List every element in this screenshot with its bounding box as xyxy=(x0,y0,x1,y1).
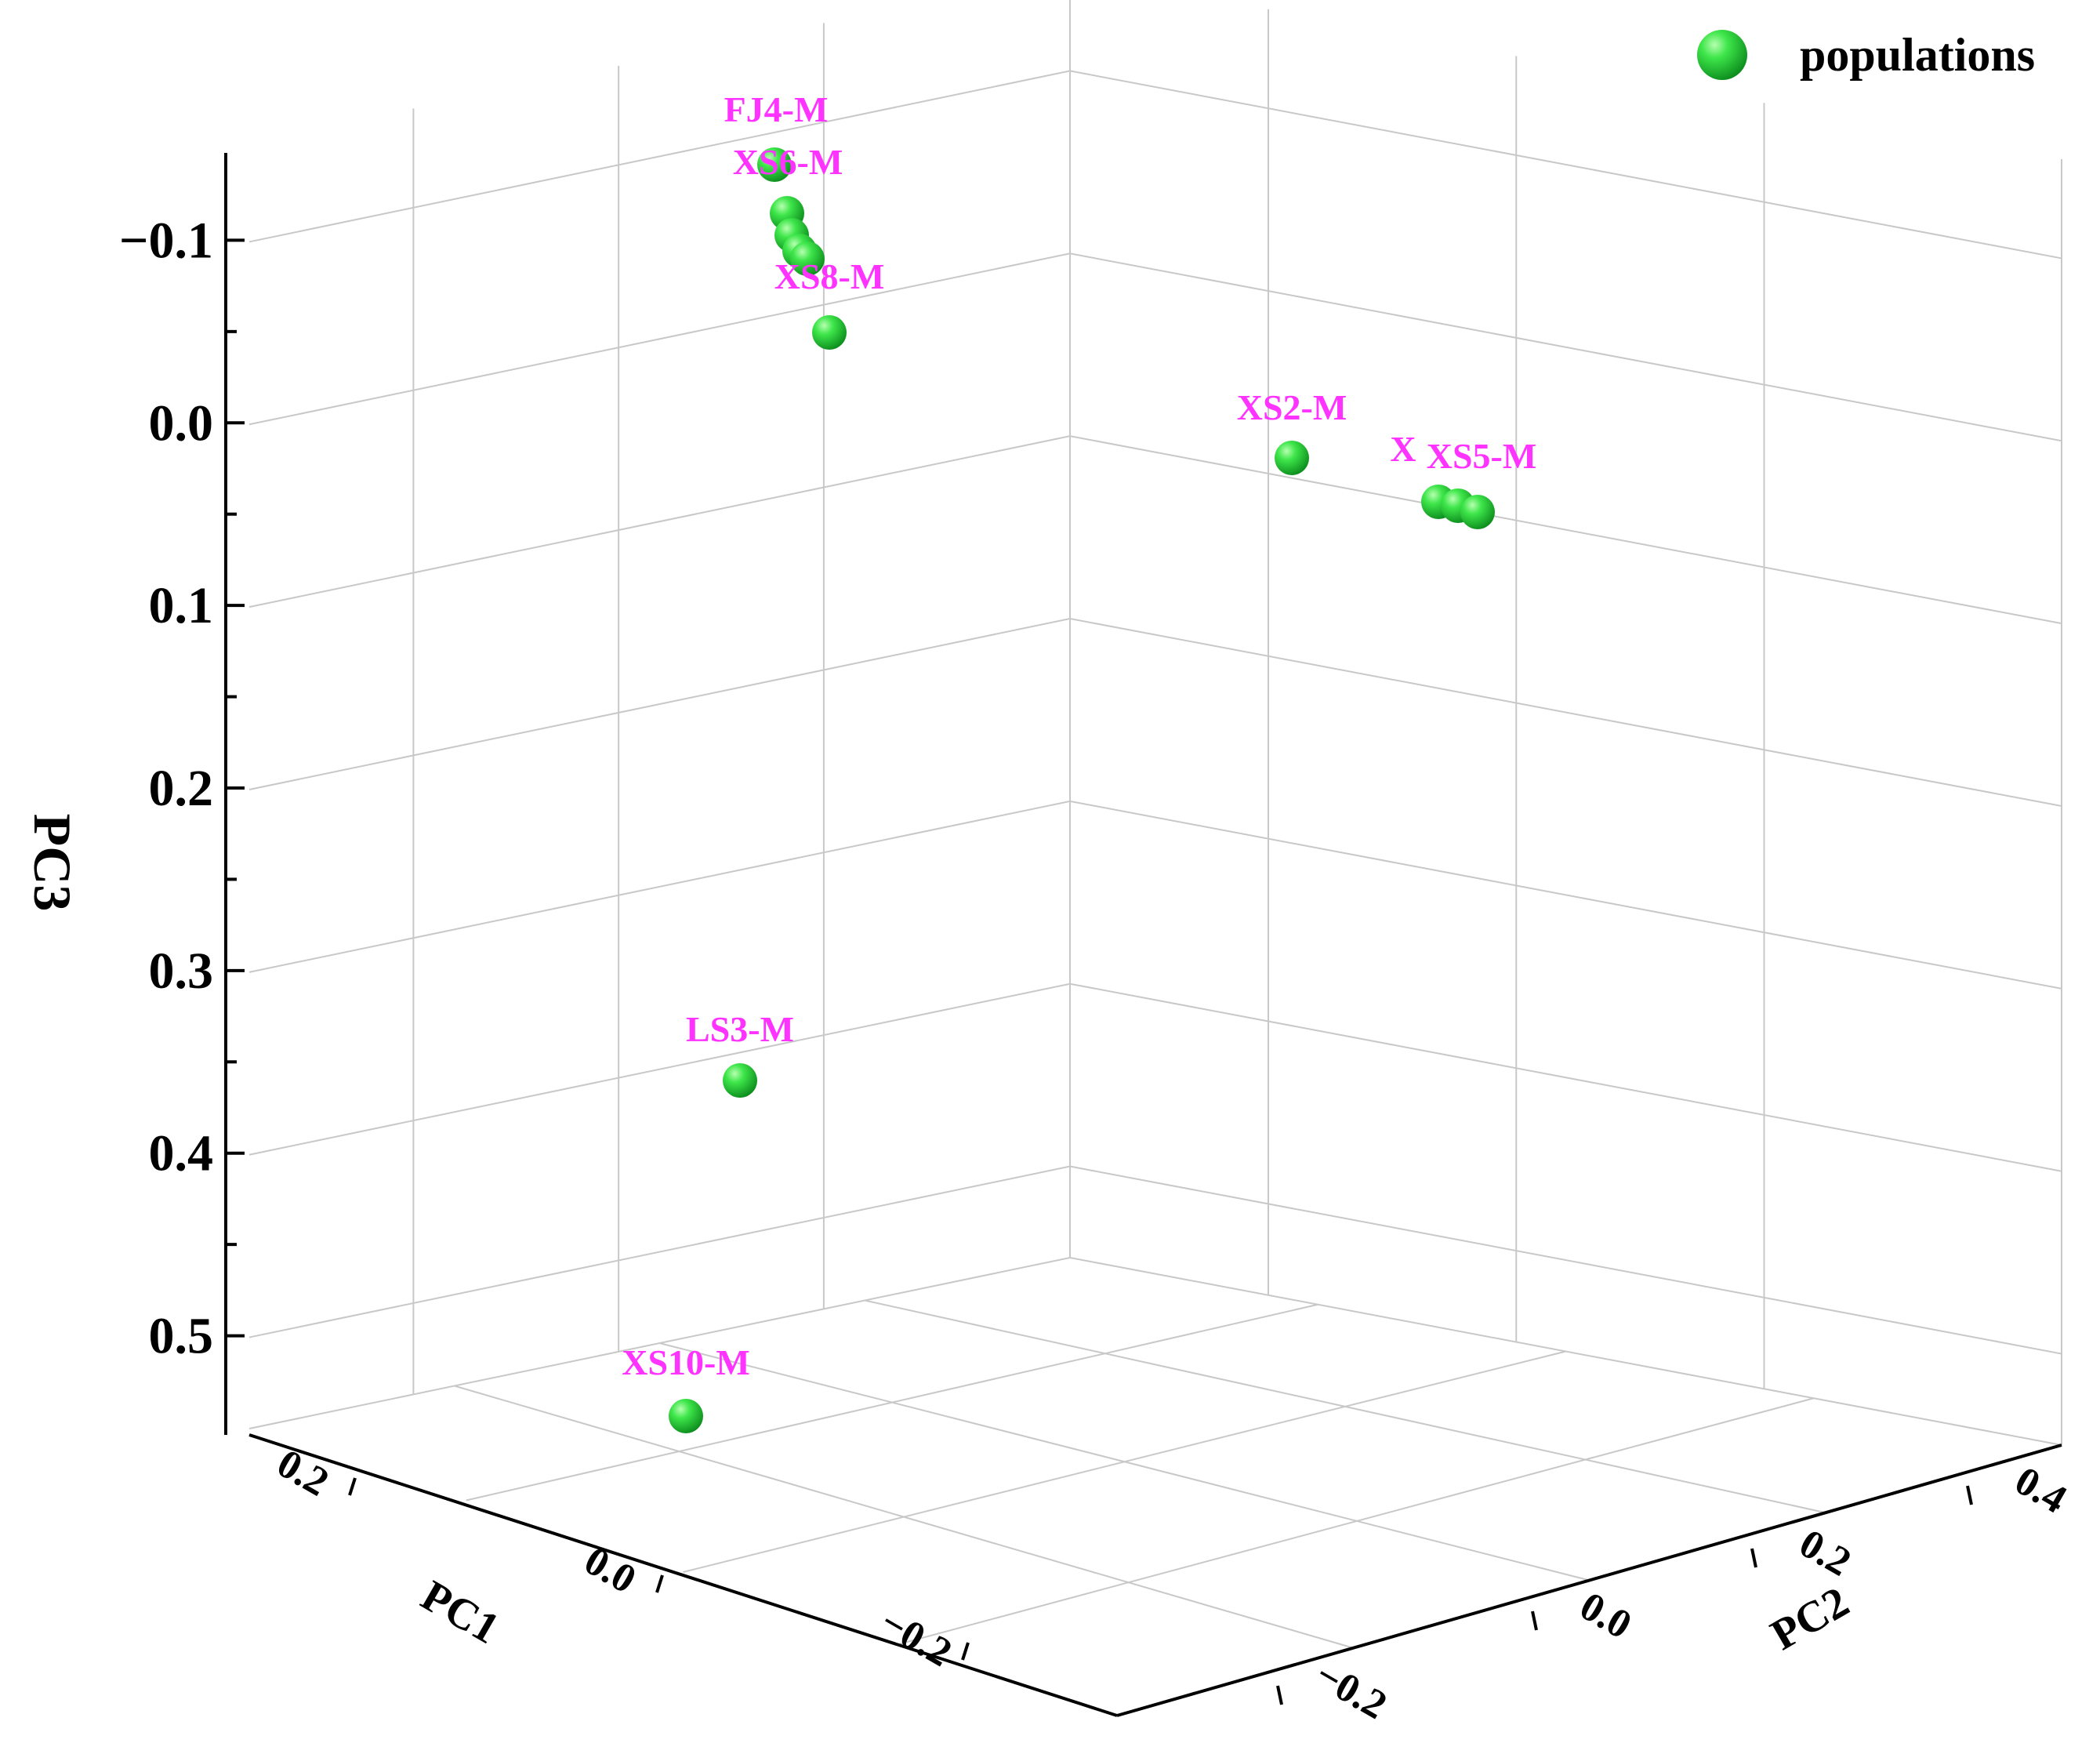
data-point: LS3-M xyxy=(686,1009,794,1098)
grid-line-horizontal xyxy=(248,1165,2062,1355)
pc2-axis-label: PC2 xyxy=(1763,1578,1857,1660)
legend-marker xyxy=(1697,30,1747,80)
pc3-tick-label: −0.1 xyxy=(119,212,213,269)
pc3-axis-label: PC3 xyxy=(23,814,82,912)
grid-line-horizontal xyxy=(248,800,2062,990)
data-point-label: XS2-M xyxy=(1237,387,1347,427)
grid-line-horizontal xyxy=(248,435,2062,625)
data-point: XS6-M xyxy=(733,142,843,231)
data-point-label: XS8-M xyxy=(774,256,885,296)
data-point-label: LS3-M xyxy=(686,1009,794,1049)
pc1-tick-label: 0.2 xyxy=(270,1441,336,1505)
data-point-label: XS5-M xyxy=(1427,436,1537,476)
data-point-marker xyxy=(790,241,825,276)
grid-line-horizontal xyxy=(248,252,2062,442)
pc1-major-tick xyxy=(961,1642,970,1661)
grid-line-horizontal xyxy=(248,982,2062,1172)
pc2-tick-labels: −0.2 0.0 0.2 0.4 xyxy=(1308,1458,2074,1728)
data-point: XS10-M xyxy=(622,1342,750,1433)
data-point: XS2-M xyxy=(1237,387,1347,475)
pc1-tick-label: −0.2 xyxy=(872,1600,959,1676)
legend-label: populations xyxy=(1800,29,2035,81)
pc3-tick-label: 0.1 xyxy=(149,577,214,634)
data-point-marker xyxy=(757,147,792,182)
pc1-major-tick xyxy=(348,1477,357,1496)
pc2-major-tick xyxy=(1750,1548,1757,1568)
data-point-label: XS6-M xyxy=(733,142,843,182)
grid-floor-back-edge xyxy=(248,1256,2062,1446)
pc3-tick-label: 0.5 xyxy=(149,1308,214,1365)
pc3-tick-label: 0.3 xyxy=(149,942,214,1000)
pc1-tick-label: 0.0 xyxy=(577,1538,644,1603)
pc2-major-tick xyxy=(1276,1685,1283,1705)
pc1-axis-line xyxy=(248,1433,1118,1717)
data-point xyxy=(790,241,825,276)
pc2-axis-line xyxy=(1116,1444,2062,1717)
data-point: XS8-M xyxy=(774,256,885,350)
pc2-major-tick xyxy=(1966,1485,1973,1505)
grid-line-floor xyxy=(899,1397,1815,1645)
pc2-tick-label: 0.4 xyxy=(2008,1458,2074,1523)
legend: populations xyxy=(1697,29,2035,81)
tick-marks xyxy=(226,238,1973,1705)
grid-line-horizontal xyxy=(248,617,2062,807)
data-point-label: XS10-M xyxy=(622,1342,750,1382)
pc3-tick-labels: −0.1 0.0 0.1 0.2 0.3 0.4 0.5 xyxy=(119,212,213,1364)
data-point-label: X xyxy=(1390,429,1416,469)
grid-line-floor xyxy=(865,1299,1826,1514)
pc1-major-tick xyxy=(655,1574,664,1593)
pc1-axis-label: PC1 xyxy=(413,1571,507,1654)
data-point: FJ4-M xyxy=(724,89,829,182)
data-point-marker xyxy=(723,1063,757,1098)
data-point-label: FJ4-M xyxy=(724,89,829,129)
pc2-tick-label: −0.2 xyxy=(1308,1652,1394,1728)
pc3-tick-label: 0.4 xyxy=(149,1125,214,1182)
data-point-marker xyxy=(1275,441,1309,475)
pc2-tick-label: 0.0 xyxy=(1572,1584,1639,1648)
data-point-marker xyxy=(812,315,847,350)
pc2-tick-label: 0.2 xyxy=(1792,1521,1859,1585)
pc3-tick-label: 0.0 xyxy=(149,394,214,452)
data-point-marker xyxy=(669,1399,703,1433)
grid-line-horizontal xyxy=(248,70,2062,260)
pc3-tick-label: 0.2 xyxy=(149,760,214,817)
pc2-major-tick xyxy=(1531,1611,1538,1631)
grid-lines xyxy=(248,0,2062,1649)
grid-line-floor xyxy=(659,1342,1590,1582)
data-point-marker xyxy=(1460,495,1495,529)
data-point: XS5-M xyxy=(1427,436,1537,529)
data-points: FJ4-M XS6-M XS8-M XS2-M X XS5-M LS3-M XS10-M xyxy=(622,89,1536,1433)
axis-lines xyxy=(224,153,2062,1717)
